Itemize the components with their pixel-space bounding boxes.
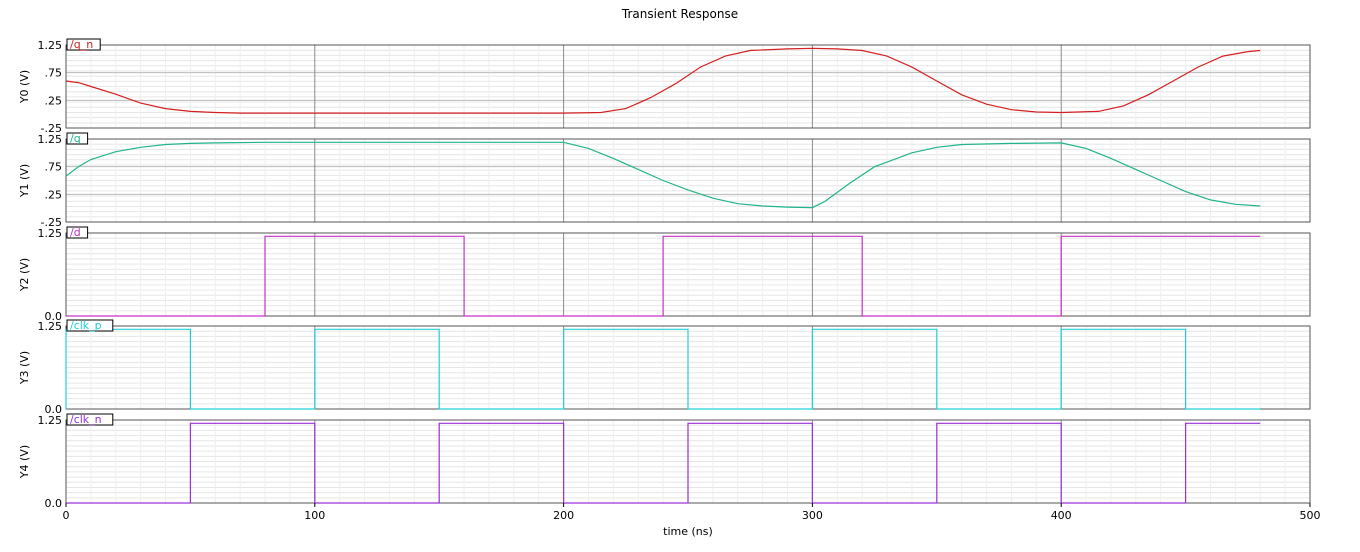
- x-tick-label: 0: [63, 509, 70, 522]
- panel-1: 1.25 .75 .25 -.25 Y1 (V) /q: [18, 132, 1311, 229]
- y-tick-label: 1.25: [38, 39, 63, 52]
- panel-frame: [65, 138, 1311, 223]
- y-tick-label: .25: [45, 188, 63, 201]
- y-tick-label: 1.25: [38, 320, 63, 333]
- legend-box: [66, 132, 89, 145]
- x-tick-label: 100: [304, 509, 325, 522]
- legend-label[interactable]: /q_n: [70, 38, 93, 51]
- x-axis-label: time (ns): [663, 525, 713, 538]
- y-axis-label: Y2 (V): [18, 258, 31, 292]
- panel-frame: [65, 232, 1311, 317]
- y-axis-label: Y0 (V): [18, 70, 31, 104]
- panel-4: 1.25 0.0 Y4 (V) /clk_n: [18, 413, 1311, 510]
- legend-label[interactable]: /clk_n: [70, 413, 102, 426]
- series-line: [66, 235, 1261, 317]
- y-tick-label: 0.0: [45, 310, 63, 323]
- y-tick-label: -.25: [41, 122, 62, 135]
- x-tick-label: 200: [553, 509, 574, 522]
- x-tick-label: 500: [1300, 509, 1321, 522]
- panel-frame: [65, 44, 1311, 129]
- y-tick-label: 1.25: [38, 227, 63, 240]
- y-tick-label: 1.25: [38, 133, 63, 146]
- legend-box: [66, 413, 114, 426]
- x-tick-label: 300: [802, 509, 823, 522]
- legend-box: [66, 38, 101, 51]
- series-line: [66, 422, 1261, 504]
- y-tick-label: 0.0: [45, 403, 63, 416]
- y-tick-label: .25: [45, 94, 63, 107]
- series-line: [65, 141, 1261, 209]
- legend-label[interactable]: /d: [70, 226, 81, 239]
- legend-box: [66, 226, 89, 239]
- y-tick-label: 1.25: [38, 414, 63, 427]
- y-tick-label: -.25: [41, 216, 62, 229]
- chart-title: Transient Response: [621, 7, 738, 21]
- legend-label[interactable]: /clk_p: [70, 319, 102, 332]
- panel-3: 1.25 0.0 Y3 (V) /clk_p: [18, 319, 1311, 416]
- series-line: [65, 47, 1261, 114]
- y-tick-label: .75: [45, 161, 63, 174]
- y-tick-label: 0.0: [45, 497, 63, 510]
- legend-label[interactable]: /q: [70, 132, 81, 145]
- y-axis-label: Y3 (V): [18, 351, 31, 385]
- y-axis-label: Y1 (V): [18, 164, 31, 198]
- y-axis-label: Y4 (V): [18, 445, 31, 479]
- panel-2: 1.25 0.0 Y2 (V) /d: [18, 226, 1311, 323]
- panel-0: 1.25 .75 .25 -.25 Y0 (V) /q_n: [18, 38, 1311, 135]
- x-tick-label: 400: [1051, 509, 1072, 522]
- series-line: [65, 328, 1261, 410]
- y-tick-label: .75: [45, 67, 63, 80]
- legend-box: [66, 319, 114, 332]
